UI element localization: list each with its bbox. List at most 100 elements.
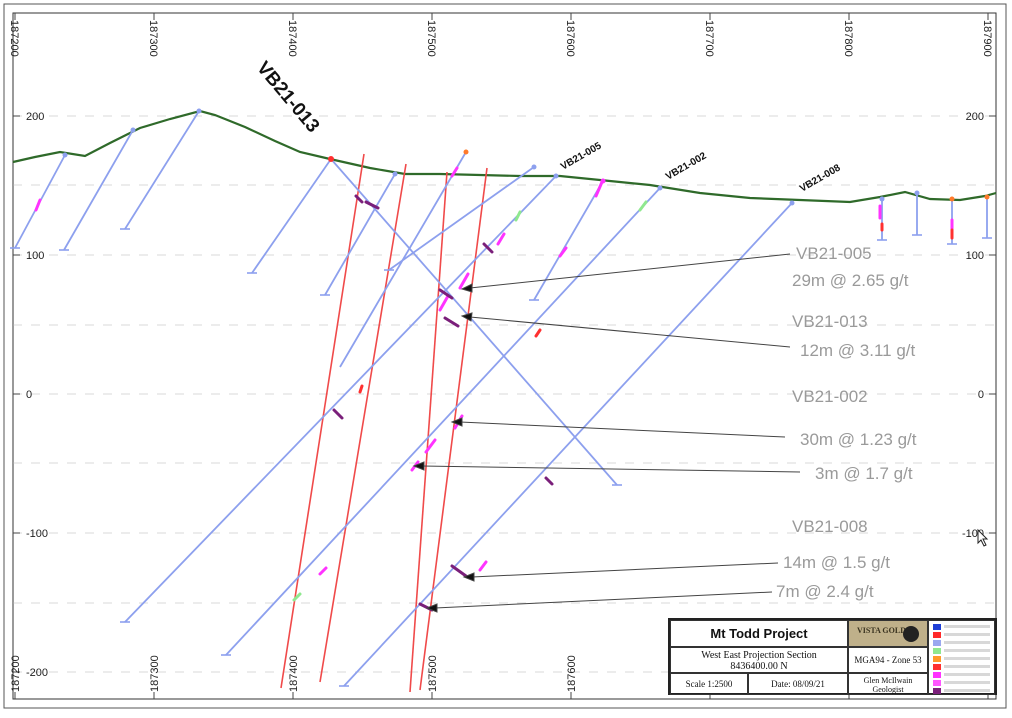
title-block: Mt Todd Project VISTA GOLD West East Pro…	[668, 618, 997, 695]
bottom-tick-label: 187400	[288, 655, 300, 692]
right-tick-label: 100	[966, 250, 984, 262]
drill-hole-vb21-005	[124, 175, 557, 623]
arrow	[471, 562, 779, 578]
legend-swatch	[933, 632, 941, 638]
project-title: Mt Todd Project	[670, 620, 848, 647]
fault-line	[409, 171, 448, 693]
top-tick-label: 187200	[8, 20, 20, 57]
bottom-tick-label: 187200	[10, 655, 22, 692]
collar-label-vb21-002: VB21-002	[664, 150, 709, 182]
collar-point	[789, 200, 795, 206]
legend-entry	[944, 681, 990, 684]
legend-swatch	[933, 656, 941, 662]
right-tick-label: 200	[966, 111, 984, 123]
date-label: Date: 08/09/21	[748, 673, 848, 695]
collar-point	[879, 196, 885, 202]
arrow-head	[460, 283, 473, 293]
drill-hole-vb21-013	[330, 158, 618, 486]
collar-point	[463, 149, 469, 155]
collar-point	[130, 127, 136, 133]
grade-legend	[928, 620, 995, 695]
top-tick-label: 187700	[703, 20, 715, 57]
collar-point	[553, 173, 559, 179]
legend-swatch	[933, 648, 941, 654]
legend-swatch	[933, 640, 941, 646]
fault-lines	[280, 153, 488, 693]
collar-point	[531, 164, 537, 170]
drill-hole	[251, 158, 332, 274]
arrow	[421, 465, 801, 473]
scale-label: Scale 1:2500	[670, 673, 748, 695]
cursor-icon	[977, 528, 989, 547]
drill-hole	[533, 180, 604, 301]
topography-line	[12, 109, 997, 204]
top-tick-label: 187600	[564, 20, 576, 57]
left-tick-label: 0	[26, 389, 32, 401]
grid-system: MGA94 - Zone 53	[848, 647, 928, 673]
legend-swatch	[933, 664, 941, 670]
annotation-hole: VB21-002	[792, 387, 868, 406]
grid-lines	[13, 115, 996, 673]
legend-entry	[944, 633, 990, 636]
legend-entry	[944, 673, 990, 676]
annotation-hole: VB21-005	[796, 244, 872, 263]
fault-line	[319, 163, 407, 683]
collar-point	[657, 185, 663, 191]
annotation-text: 14m @ 1.5 g/t	[783, 553, 890, 572]
drill-hole-vb21-008	[343, 202, 793, 687]
left-tick-label: -200	[26, 667, 48, 679]
top-tick-label: 187400	[286, 20, 298, 57]
annotation-hole: VB21-008	[792, 517, 868, 536]
legend-entry	[944, 625, 990, 628]
arrow-head	[425, 603, 438, 613]
legend-entry	[944, 649, 990, 652]
arrow	[469, 253, 791, 289]
right-tick-label: 0	[978, 389, 984, 401]
arrow-head	[450, 417, 463, 427]
top-tick-label: 187900	[981, 20, 993, 57]
collar-label-vb21-005: VB21-005	[559, 140, 604, 172]
top-tick-label: 187300	[147, 20, 159, 57]
drill-hole-vb21-002	[225, 187, 661, 656]
legend-entry	[944, 641, 990, 644]
collar-points	[62, 108, 990, 206]
collar-label-vb21-008: VB21-008	[798, 162, 843, 194]
top-tick-label: 187500	[425, 20, 437, 57]
legend-swatch	[933, 624, 941, 630]
collar-point	[984, 194, 990, 200]
drill-hole	[388, 166, 535, 271]
legend-entry	[944, 689, 990, 692]
drill-hole	[63, 129, 134, 251]
fault-line	[280, 153, 365, 689]
annotation-text: 3m @ 1.7 g/t	[815, 464, 913, 483]
collar-point	[392, 171, 398, 177]
annotation-text: 30m @ 1.23 g/t	[800, 430, 917, 449]
intercept-marks	[34, 166, 954, 612]
top-tick-label: 187800	[842, 20, 854, 57]
collar-point	[914, 190, 920, 196]
annotation-text: 7m @ 2.4 g/t	[776, 582, 874, 601]
hole-end-ticks	[10, 228, 992, 687]
annotation-text: 29m @ 2.65 g/t	[792, 271, 909, 290]
author-label: Glen McIlwain Geologist	[848, 673, 928, 695]
collar-point	[949, 196, 955, 202]
legend-swatch	[933, 672, 941, 678]
left-tick-label: 100	[26, 250, 44, 262]
arrow	[434, 591, 773, 609]
legend-swatch	[933, 688, 941, 694]
arrow-head	[412, 461, 425, 471]
drill-hole	[124, 110, 200, 230]
left-tick-label: -100	[26, 528, 48, 540]
legend-entry	[944, 665, 990, 668]
arrow	[459, 421, 786, 438]
vista-gold-logo: VISTA GOLD	[848, 620, 928, 647]
collar-point	[328, 156, 334, 162]
collar-point	[62, 152, 68, 158]
bottom-tick-label: 187300	[149, 655, 161, 692]
legend-entry	[944, 657, 990, 660]
intercept-annotations: VB21-005 29m @ 2.65 g/t VB21-013 12m @ 3…	[776, 244, 917, 601]
fault-line	[419, 167, 488, 691]
arrow	[469, 316, 791, 348]
